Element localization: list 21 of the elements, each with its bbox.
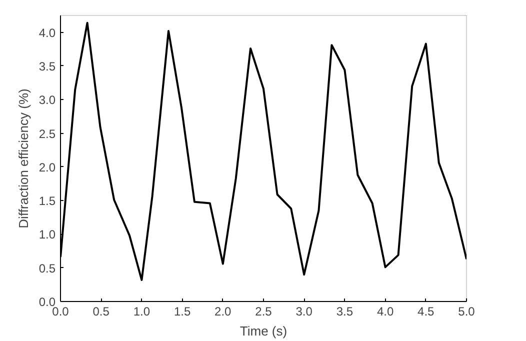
y-tick-label: 4.0	[38, 26, 56, 40]
y-tick-label: 1.5	[38, 194, 56, 208]
y-tick-label: 3.0	[38, 93, 56, 108]
x-tick-label: 4.0	[376, 304, 394, 318]
y-tick-label: 0.5	[38, 261, 56, 276]
y-axis-title: Diffraction efficiency (%)	[16, 88, 31, 228]
x-axis-title: Time (s)	[240, 324, 288, 338]
y-tick-label: 1.0	[38, 228, 56, 242]
y-tick-label: 2.5	[38, 126, 56, 141]
x-tick-label: 0.5	[92, 304, 110, 318]
x-tick-label: 3.0	[296, 304, 313, 318]
x-tick-label: 5.0	[458, 304, 476, 318]
y-tick-label: 3.5	[38, 59, 56, 74]
x-tick-label: 4.5	[418, 304, 435, 318]
x-tick-label: 1.5	[174, 304, 191, 318]
x-tick-label: 3.5	[336, 304, 354, 318]
x-tick-label: 0.0	[52, 304, 70, 318]
x-tick-label: 2.0	[214, 304, 232, 318]
y-tick-label: 2.0	[38, 160, 56, 174]
x-tick-label: 1.0	[133, 304, 150, 318]
x-tick-label: 2.5	[255, 304, 272, 318]
